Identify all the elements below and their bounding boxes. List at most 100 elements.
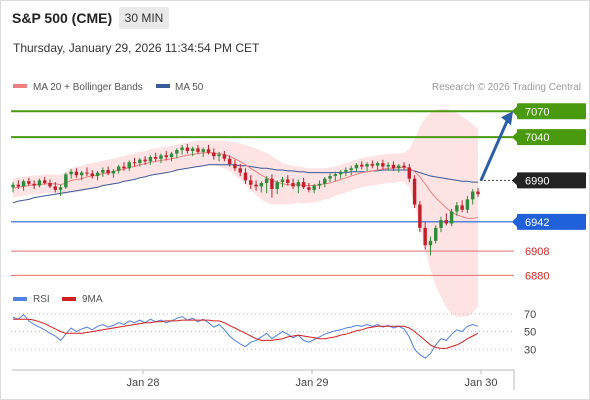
candle-body xyxy=(101,170,105,173)
level-badge-7040 xyxy=(517,129,586,146)
chart-header: S&P 500 (CME) 30 MIN xyxy=(0,0,590,36)
research-credit: Research © 2026 Trading Central xyxy=(432,82,581,93)
rsi-ma-legend-label: 9MA xyxy=(82,294,103,305)
candle-body xyxy=(470,191,475,200)
candle-body xyxy=(190,148,195,151)
candle-body xyxy=(37,180,42,186)
candle-body xyxy=(328,176,332,179)
rsi-tick-70: 70 xyxy=(524,309,536,321)
candle-body xyxy=(116,166,121,171)
candle-body xyxy=(42,180,47,183)
level-badge-7070 xyxy=(517,103,586,120)
candle-body xyxy=(238,168,242,173)
candle-body xyxy=(254,184,258,187)
candle-body xyxy=(370,163,375,166)
candle-body xyxy=(127,162,131,169)
candle-body xyxy=(180,147,184,151)
candle-body xyxy=(185,147,190,151)
candle-body xyxy=(106,170,110,174)
candle-body xyxy=(212,152,216,157)
candle-body xyxy=(407,167,412,179)
candle-body xyxy=(286,179,290,183)
candle-body xyxy=(307,187,311,190)
candle-body xyxy=(418,204,422,228)
level-badge-6942 xyxy=(517,213,586,230)
rsi-legend-label: RSI xyxy=(33,294,50,305)
rsi-line xyxy=(12,313,479,359)
ma20-legend-swatch xyxy=(13,84,27,88)
candle-body xyxy=(74,171,79,176)
candle-body xyxy=(153,157,158,159)
candle-body xyxy=(159,155,163,159)
candle-body xyxy=(375,163,380,166)
candle-body xyxy=(349,168,353,170)
candle-body xyxy=(148,157,153,162)
candle-body xyxy=(79,172,84,176)
bollinger-band xyxy=(13,108,478,317)
candle-body xyxy=(95,172,100,177)
candle-body xyxy=(90,173,94,177)
candle-body xyxy=(249,180,253,185)
candle-body xyxy=(175,150,179,154)
level-badge-pointer-7040 xyxy=(512,132,517,143)
candle-body xyxy=(444,220,449,224)
candle-body xyxy=(201,149,205,152)
level-badge-pointer-6942 xyxy=(512,216,517,227)
level-label-6908: 6908 xyxy=(525,246,549,258)
candle-body xyxy=(227,158,232,164)
candle-body xyxy=(476,191,480,195)
candle-body xyxy=(317,183,322,186)
candle-body xyxy=(455,205,459,212)
projection-arrow-head xyxy=(501,111,513,126)
level-label-6942: 6942 xyxy=(525,217,549,229)
candle-body xyxy=(164,155,168,158)
ma20-legend-label: MA 20 + Bollinger Bands xyxy=(33,82,143,93)
candle-body xyxy=(412,178,417,205)
ma50-legend-label: MA 50 xyxy=(175,82,204,93)
candle-body xyxy=(196,148,200,152)
candle-body xyxy=(386,164,390,167)
candle-body xyxy=(381,163,385,167)
candle-body xyxy=(206,149,211,153)
candle-body xyxy=(32,183,36,186)
candle-body xyxy=(270,178,274,189)
candle-body xyxy=(338,171,343,175)
rsi-ma-line xyxy=(13,318,479,349)
candle-body xyxy=(465,199,470,210)
time-axis: Jan 28 Jan 29 Jan 30 xyxy=(126,370,498,389)
candle-body xyxy=(423,227,427,246)
ma50-legend-swatch xyxy=(156,84,170,88)
level-badge-pointer-7070 xyxy=(512,106,517,117)
timeframe-badge[interactable]: 30 MIN xyxy=(119,7,169,29)
candle-body xyxy=(48,182,52,187)
candle-body xyxy=(85,172,89,174)
candle-body xyxy=(16,184,21,187)
candle-body xyxy=(291,182,295,187)
ma20-line xyxy=(12,152,479,219)
time-tick-label: Jan 30 xyxy=(464,377,497,389)
candle-body xyxy=(264,178,269,183)
candle-body xyxy=(402,165,406,168)
candle-body xyxy=(333,174,338,177)
candle-body xyxy=(122,166,126,169)
candle-body xyxy=(11,184,15,188)
candle-body xyxy=(222,154,227,159)
candle-body xyxy=(365,163,369,167)
candle-body xyxy=(439,220,443,228)
candle-body xyxy=(275,182,279,189)
timestamp: Thursday, January 29, 2026 11:34:54 PM C… xyxy=(13,41,260,55)
candle-body xyxy=(169,153,174,158)
candle-body xyxy=(21,181,26,187)
rsi-panel: 70 50 30 xyxy=(11,309,536,359)
time-tick-label: Jan 28 xyxy=(126,377,159,389)
candle-body xyxy=(280,179,285,183)
candle-body xyxy=(217,154,221,157)
level-label-6880: 6880 xyxy=(525,270,549,282)
candle-body xyxy=(243,172,248,181)
candle-body xyxy=(64,174,68,188)
candle-body xyxy=(301,182,306,188)
price-panel: 7070 7040 6990 6942 6908 6880 xyxy=(11,103,586,317)
candle-body xyxy=(53,186,57,190)
projection-arrow-shaft xyxy=(479,120,509,181)
candle-body xyxy=(460,205,464,210)
